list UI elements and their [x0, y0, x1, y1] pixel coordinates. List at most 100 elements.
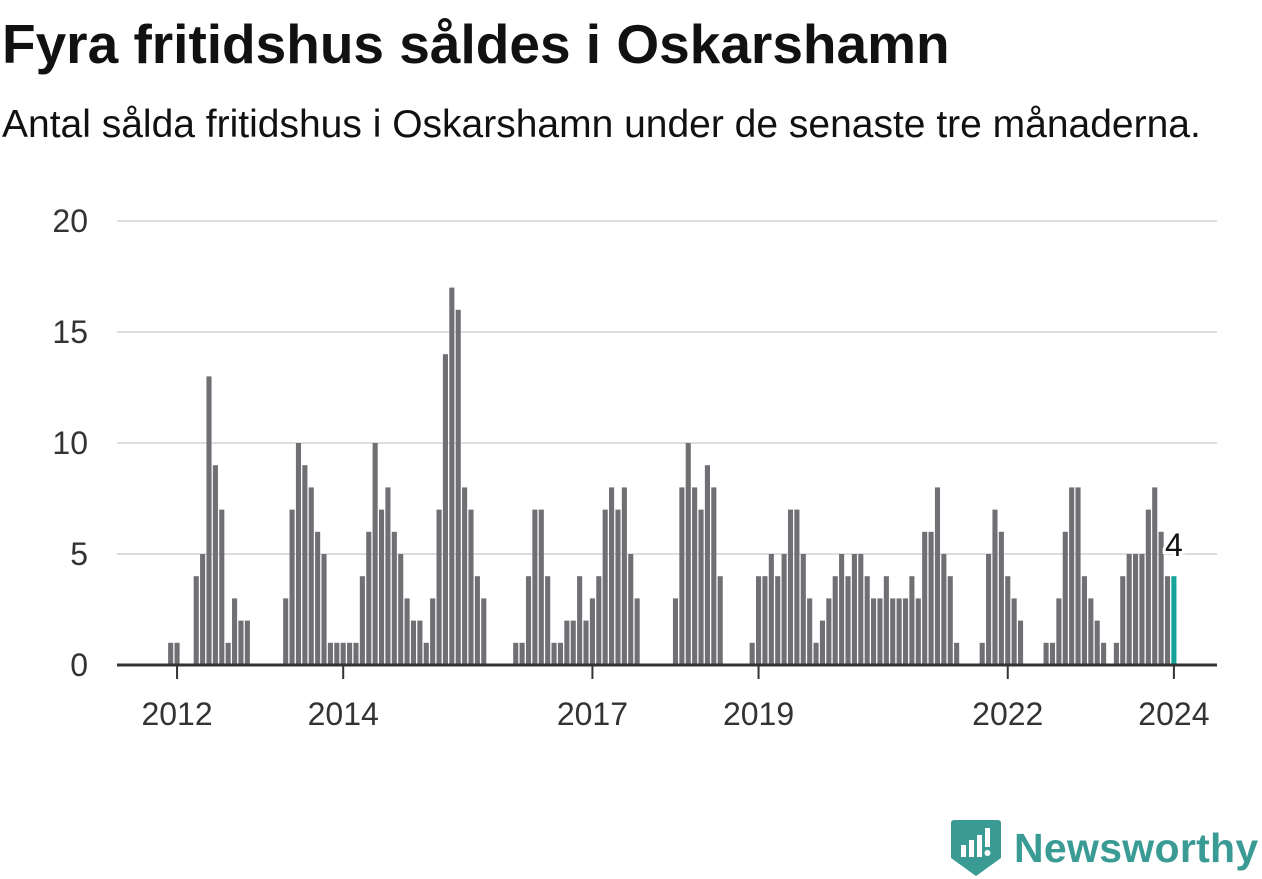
- bar: [1069, 487, 1075, 665]
- bar: [992, 509, 998, 665]
- bar: [519, 642, 525, 665]
- bar: [928, 531, 934, 665]
- bar: [832, 576, 838, 665]
- bar: [538, 509, 544, 665]
- bar: [1133, 554, 1139, 665]
- bar: [858, 554, 864, 665]
- bar: [244, 620, 250, 665]
- bar: [787, 509, 794, 665]
- bar: [525, 576, 532, 665]
- bar: [1017, 620, 1024, 665]
- bar: [704, 465, 710, 665]
- bar: [1152, 487, 1158, 665]
- bar: [545, 576, 551, 665]
- bar: [551, 642, 557, 665]
- bar: [423, 642, 429, 665]
- bar: [979, 642, 985, 665]
- bar: [385, 487, 391, 665]
- bars: [168, 287, 1177, 665]
- bar: [762, 576, 768, 665]
- bar: [871, 598, 877, 665]
- bar: [1049, 642, 1056, 665]
- x-tick-label: 2012: [141, 696, 212, 732]
- brand-name: Newsworthy: [1014, 824, 1259, 871]
- y-tick-label: 15: [52, 314, 88, 350]
- bar: [378, 509, 385, 665]
- bar: [954, 642, 960, 665]
- bar: [596, 576, 602, 665]
- bar: [1145, 509, 1151, 665]
- y-tick-label: 0: [70, 647, 88, 683]
- bar: [1164, 576, 1171, 665]
- chart-title: Fyra fritidshus såldes i Oskarshamn: [2, 13, 950, 75]
- bar: [883, 576, 889, 665]
- bar: [168, 642, 174, 665]
- bar: [998, 531, 1004, 665]
- bar: [359, 576, 365, 665]
- bar: [1113, 642, 1119, 665]
- bar: [200, 554, 206, 665]
- bar: [902, 598, 909, 665]
- bar: [679, 487, 685, 665]
- x-tick-label: 2019: [723, 696, 794, 732]
- highlight-bar: [1171, 576, 1177, 665]
- annotations: 4: [1162, 524, 1186, 566]
- bar: [532, 509, 538, 665]
- chart-subtitle: Antal sålda fritidshus i Oskarshamn unde…: [2, 103, 1201, 146]
- bar: [602, 509, 608, 665]
- bar: [909, 576, 915, 665]
- bar: [1056, 598, 1062, 665]
- bar: [353, 642, 359, 665]
- bar: [845, 576, 851, 665]
- bar: [934, 487, 941, 665]
- bar: [570, 620, 576, 665]
- bar: [283, 598, 289, 665]
- x-tick-label: 2022: [972, 696, 1043, 732]
- bar: [206, 376, 212, 665]
- bar: [589, 598, 595, 665]
- bar: [398, 554, 404, 665]
- bar: [1011, 598, 1017, 665]
- bar: [1075, 487, 1081, 665]
- bar: [685, 443, 691, 665]
- bar: [941, 554, 947, 665]
- bar: [634, 598, 640, 665]
- bar: [583, 620, 589, 665]
- bar: [813, 642, 819, 665]
- bar: [915, 598, 921, 665]
- newsworthy-logo-icon: [951, 820, 1001, 876]
- gridlines: [117, 220, 1217, 555]
- bar: [481, 598, 487, 665]
- bar: [1062, 531, 1068, 665]
- bar: [455, 309, 461, 665]
- bar: [807, 598, 813, 665]
- bar: [302, 465, 308, 665]
- bar: [1094, 620, 1100, 665]
- y-axis-ticks: 0 5 10 15 20: [52, 203, 88, 683]
- x-tick-label: 2017: [557, 696, 628, 732]
- y-tick-label: 20: [52, 203, 88, 239]
- bar: [749, 642, 755, 665]
- bar: [1126, 554, 1132, 665]
- bar: [1120, 576, 1126, 665]
- bar: [174, 642, 180, 665]
- bar: [340, 642, 346, 665]
- bar: [839, 554, 845, 665]
- x-axis-ticks: 2012 2014 2017 2019 2022 2024: [141, 665, 1209, 732]
- bar: [615, 509, 621, 665]
- bar: [794, 509, 800, 665]
- bar: [628, 554, 634, 665]
- bar: [327, 642, 333, 665]
- bar: [232, 598, 238, 665]
- bar: [1139, 554, 1145, 665]
- bar: [557, 642, 564, 665]
- bar: [430, 598, 436, 665]
- bar: [609, 487, 615, 665]
- bar: [577, 576, 583, 665]
- bar: [819, 620, 825, 665]
- bar: [442, 354, 448, 665]
- bar: [947, 576, 953, 665]
- bar: [1088, 598, 1094, 665]
- bar: [564, 620, 570, 665]
